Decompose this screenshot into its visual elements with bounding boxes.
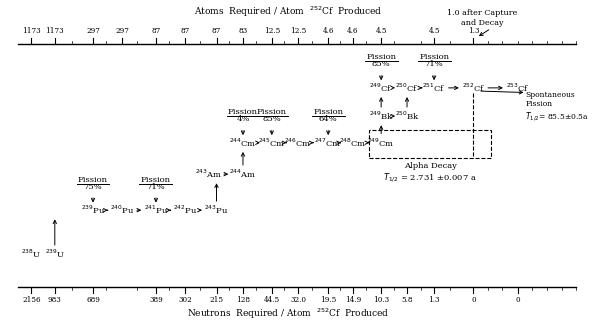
Text: Spontaneous
Fission
$T_{1/2}$= 85.5±0.5a: Spontaneous Fission $T_{1/2}$= 85.5±0.5a [525, 91, 589, 123]
Text: 19.5: 19.5 [320, 296, 337, 304]
Text: $^{243}$Pu: $^{243}$Pu [205, 204, 229, 216]
Text: 1.3: 1.3 [428, 296, 440, 304]
Text: 2156: 2156 [22, 296, 41, 304]
Text: 4.5: 4.5 [428, 27, 440, 35]
Text: $^{250}$Cf: $^{250}$Cf [395, 82, 419, 94]
Bar [370, 130, 491, 158]
Text: Fission: Fission [313, 108, 343, 116]
Text: $^{239}$U: $^{239}$U [45, 248, 65, 260]
Text: 0: 0 [471, 296, 476, 304]
Text: Fission: Fission [366, 53, 396, 61]
Text: $^{251}$Cf: $^{251}$Cf [422, 82, 446, 94]
Text: 4.5: 4.5 [376, 27, 387, 35]
Text: 12.5: 12.5 [263, 27, 280, 35]
Text: 1173: 1173 [46, 27, 64, 35]
Text: $^{240}$Pu: $^{240}$Pu [110, 204, 134, 216]
Text: $^{249}$Cm: $^{249}$Cm [367, 137, 395, 149]
Text: $^{247}$Cm: $^{247}$Cm [314, 137, 342, 149]
Text: Fission: Fission [228, 108, 258, 116]
Text: $^{250}$Bk: $^{250}$Bk [395, 110, 419, 122]
Text: Fission: Fission [257, 108, 287, 116]
Text: 4.6: 4.6 [322, 27, 334, 35]
Text: 0: 0 [515, 296, 520, 304]
Text: $^{252}$Cf: $^{252}$Cf [462, 82, 485, 94]
Text: 85%: 85% [372, 60, 391, 68]
Text: 71%: 71% [425, 60, 443, 68]
Text: 10.3: 10.3 [373, 296, 389, 304]
Text: $^{244}$Am: $^{244}$Am [229, 168, 257, 180]
Text: 87: 87 [212, 27, 221, 35]
Text: $^{248}$Cm: $^{248}$Cm [339, 137, 367, 149]
Text: 64%: 64% [319, 115, 338, 123]
Text: $^{242}$Pu: $^{242}$Pu [173, 204, 197, 216]
Text: 4.6: 4.6 [347, 27, 359, 35]
Text: 44.5: 44.5 [264, 296, 280, 304]
Text: $^{253}$Cf: $^{253}$Cf [506, 82, 529, 94]
Text: Atoms  Required / Atom  $^{252}$Cf  Produced: Atoms Required / Atom $^{252}$Cf Produce… [194, 4, 382, 19]
Text: $^{243}$Am: $^{243}$Am [195, 168, 223, 180]
Text: 297: 297 [86, 27, 100, 35]
Text: Fission: Fission [419, 53, 449, 61]
Text: $^{241}$Pu: $^{241}$Pu [144, 204, 168, 216]
Text: 4%: 4% [236, 115, 250, 123]
Text: 302: 302 [178, 296, 192, 304]
Text: Fission: Fission [141, 175, 171, 183]
Text: Fission: Fission [78, 175, 108, 183]
Text: 87: 87 [181, 27, 190, 35]
Text: 71%: 71% [146, 183, 166, 191]
Text: 297: 297 [115, 27, 130, 35]
Text: 14.9: 14.9 [345, 296, 361, 304]
Text: $^{246}$Cm: $^{246}$Cm [284, 137, 312, 149]
Text: 389: 389 [149, 296, 163, 304]
Text: $^{249}$Cf: $^{249}$Cf [370, 82, 393, 94]
Text: 1.3: 1.3 [468, 27, 479, 35]
Text: 215: 215 [209, 296, 224, 304]
Text: 83: 83 [238, 27, 248, 35]
Text: 128: 128 [236, 296, 250, 304]
Text: Alpha Decay
$T_{1/2}$ = 2.731 ±0.007 a: Alpha Decay $T_{1/2}$ = 2.731 ±0.007 a [383, 162, 477, 184]
Text: 32.0: 32.0 [290, 296, 306, 304]
Text: 12.5: 12.5 [290, 27, 307, 35]
Text: 75%: 75% [83, 183, 103, 191]
Text: 1173: 1173 [22, 27, 41, 35]
Text: $^{249}$Bk: $^{249}$Bk [369, 110, 394, 122]
Text: 1.0 after Capture
and Decay: 1.0 after Capture and Decay [447, 10, 517, 27]
Text: 689: 689 [86, 296, 100, 304]
Text: Neutrons  Required / Atom  $^{252}$Cf  Produced: Neutrons Required / Atom $^{252}$Cf Prod… [187, 307, 389, 320]
Text: 5.8: 5.8 [401, 296, 413, 304]
Text: 85%: 85% [262, 115, 281, 123]
Text: $^{239}$Pu: $^{239}$Pu [81, 204, 105, 216]
Text: $^{238}$U: $^{238}$U [21, 248, 41, 260]
Text: 87: 87 [151, 27, 161, 35]
Text: 983: 983 [48, 296, 62, 304]
Text: $^{245}$Cm: $^{245}$Cm [258, 137, 286, 149]
Text: $^{244}$Cm: $^{244}$Cm [229, 137, 257, 149]
